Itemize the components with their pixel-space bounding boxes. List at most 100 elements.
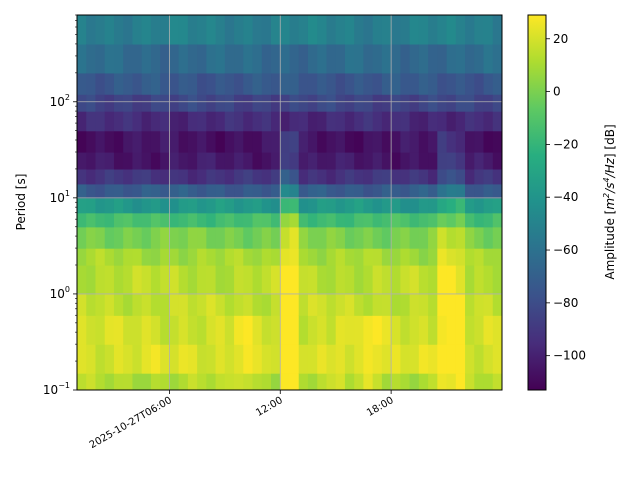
heatmap-cell bbox=[142, 169, 152, 184]
heatmap-cell bbox=[160, 294, 170, 316]
heatmap-cell bbox=[188, 294, 198, 316]
heatmap-cell bbox=[354, 152, 364, 170]
heatmap-cell bbox=[151, 152, 161, 170]
heatmap-cell bbox=[447, 184, 457, 199]
heatmap-cell bbox=[216, 94, 226, 112]
heatmap-cell bbox=[299, 213, 309, 228]
heatmap-cell bbox=[105, 198, 115, 213]
heatmap-cell bbox=[132, 73, 142, 95]
heatmap-cell bbox=[95, 248, 105, 266]
heatmap-cell bbox=[234, 73, 244, 95]
heatmap-cell bbox=[114, 315, 124, 345]
heatmap-cell bbox=[290, 169, 300, 184]
heatmap-cell bbox=[151, 169, 161, 184]
heatmap-cell bbox=[86, 248, 96, 266]
heatmap-cell bbox=[225, 315, 235, 345]
heatmap-cell bbox=[493, 131, 503, 153]
heatmap-cell bbox=[77, 344, 87, 374]
heatmap-cell bbox=[345, 73, 355, 95]
colorbar-tick-label: −100 bbox=[553, 349, 586, 363]
colorbar bbox=[528, 15, 546, 390]
heatmap-cell bbox=[391, 248, 401, 266]
heatmap-cell bbox=[493, 15, 503, 45]
heatmap-cell bbox=[197, 184, 207, 199]
heatmap-cell bbox=[474, 248, 484, 266]
heatmap-cell bbox=[160, 15, 170, 45]
heatmap-cell bbox=[271, 169, 281, 184]
heatmap-cell bbox=[179, 294, 189, 316]
heatmap-cell bbox=[290, 15, 300, 45]
heatmap-cell bbox=[336, 294, 346, 316]
heatmap-cell bbox=[95, 373, 105, 391]
heatmap-cell bbox=[474, 227, 484, 249]
heatmap-cell bbox=[493, 248, 503, 266]
heatmap-cell bbox=[419, 213, 429, 228]
heatmap-cell bbox=[326, 44, 336, 74]
heatmap-cell bbox=[262, 198, 272, 213]
heatmap-cell bbox=[169, 184, 179, 199]
heatmap-cell bbox=[179, 15, 189, 45]
heatmap-cell bbox=[410, 15, 420, 45]
x-tick-label: 12:00 bbox=[254, 395, 284, 419]
heatmap-cell bbox=[354, 131, 364, 153]
heatmap-cell bbox=[142, 15, 152, 45]
heatmap-cell bbox=[317, 169, 327, 184]
heatmap-cell bbox=[354, 111, 364, 131]
heatmap-cell bbox=[262, 227, 272, 249]
heatmap-cell bbox=[105, 169, 115, 184]
heatmap-cell bbox=[188, 344, 198, 374]
heatmap-cell bbox=[493, 294, 503, 316]
heatmap-cell bbox=[216, 198, 226, 213]
heatmap-cell bbox=[77, 248, 87, 266]
heatmap-cell bbox=[142, 315, 152, 345]
heatmap-cell bbox=[77, 184, 87, 199]
x-tick-label: 18:00 bbox=[365, 395, 395, 419]
heatmap-cell bbox=[234, 184, 244, 199]
y-tick-label: 101 bbox=[50, 189, 70, 205]
heatmap-cell bbox=[345, 184, 355, 199]
heatmap-cell bbox=[197, 373, 207, 391]
heatmap-cell bbox=[290, 373, 300, 391]
heatmap-cell bbox=[437, 315, 447, 345]
heatmap-cell bbox=[105, 294, 115, 316]
heatmap-cell bbox=[271, 265, 281, 295]
heatmap-cell bbox=[132, 344, 142, 374]
heatmap-cell bbox=[216, 373, 226, 391]
heatmap-cell bbox=[345, 44, 355, 74]
heatmap-cell bbox=[465, 227, 475, 249]
heatmap-cell bbox=[105, 213, 115, 228]
heatmap-cell bbox=[419, 198, 429, 213]
heatmap-cell bbox=[419, 265, 429, 295]
heatmap-cell bbox=[169, 131, 179, 153]
heatmap-cell bbox=[271, 373, 281, 391]
heatmap-cell bbox=[290, 213, 300, 228]
heatmap-cell bbox=[271, 15, 281, 45]
heatmap-cell bbox=[280, 111, 290, 131]
heatmap-cell bbox=[484, 15, 494, 45]
heatmap-cell bbox=[234, 315, 244, 345]
heatmap-cell bbox=[179, 227, 189, 249]
heatmap-cell bbox=[456, 248, 466, 266]
heatmap-cell bbox=[216, 315, 226, 345]
heatmap-cell bbox=[447, 344, 457, 374]
heatmap-cell bbox=[336, 184, 346, 199]
heatmap-cell bbox=[419, 294, 429, 316]
heatmap-cell bbox=[299, 248, 309, 266]
heatmap-cell bbox=[280, 294, 290, 316]
heatmap-cell bbox=[410, 315, 420, 345]
heatmap-cell bbox=[197, 265, 207, 295]
heatmap-cell bbox=[243, 94, 253, 112]
heatmap-cell bbox=[363, 198, 373, 213]
heatmap-cell bbox=[437, 73, 447, 95]
heatmap-cell bbox=[373, 265, 383, 295]
heatmap-cell bbox=[160, 315, 170, 345]
heatmap-cell bbox=[400, 315, 410, 345]
heatmap-cell bbox=[428, 73, 438, 95]
heatmap-cell bbox=[216, 111, 226, 131]
heatmap-cell bbox=[225, 131, 235, 153]
heatmap-cell bbox=[253, 152, 263, 170]
heatmap-cell bbox=[299, 169, 309, 184]
heatmap-cell bbox=[465, 315, 475, 345]
heatmap-cell bbox=[234, 131, 244, 153]
heatmap-cell bbox=[363, 44, 373, 74]
